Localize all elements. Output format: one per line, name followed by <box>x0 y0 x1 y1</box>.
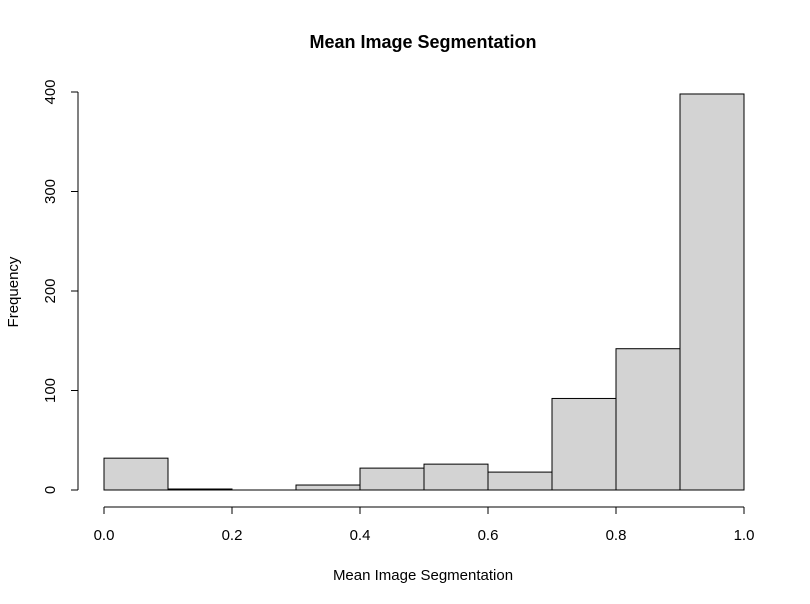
histogram-bar-3 <box>295 484 361 491</box>
y-axis: 0 100 200 300 400 <box>42 79 79 494</box>
x-tick-label-0: 0.0 <box>94 527 115 544</box>
x-tick-label-5: 1.0 <box>734 527 755 544</box>
y-tick-label-2: 200 <box>42 278 59 303</box>
y-axis-label: Frequency <box>5 256 22 327</box>
histogram-bar-9 <box>679 93 745 491</box>
histogram-bar-7 <box>551 397 617 491</box>
histogram-bar-1 <box>167 488 233 491</box>
histogram-bar-8 <box>615 348 681 491</box>
x-axis-label: Mean Image Segmentation <box>333 567 513 584</box>
x-tick-label-3: 0.6 <box>478 527 499 544</box>
histogram-bar-4 <box>359 467 425 491</box>
x-axis: 0.0 0.2 0.4 0.6 0.8 1.0 <box>94 506 755 544</box>
histogram-bars <box>103 93 745 491</box>
y-tick-label-3: 300 <box>42 179 59 204</box>
x-tick-label-2: 0.4 <box>350 527 371 544</box>
histogram-bar-5 <box>423 463 489 491</box>
x-tick-label-1: 0.2 <box>222 527 243 544</box>
y-tick-label-0: 0 <box>42 486 59 494</box>
chart-title: Mean Image Segmentation <box>309 32 536 52</box>
histogram-bar-6 <box>487 471 553 491</box>
histogram-bar-0 <box>103 457 169 491</box>
y-tick-label-1: 100 <box>42 378 59 403</box>
y-tick-label-4: 400 <box>42 79 59 104</box>
x-tick-label-4: 0.8 <box>606 527 627 544</box>
